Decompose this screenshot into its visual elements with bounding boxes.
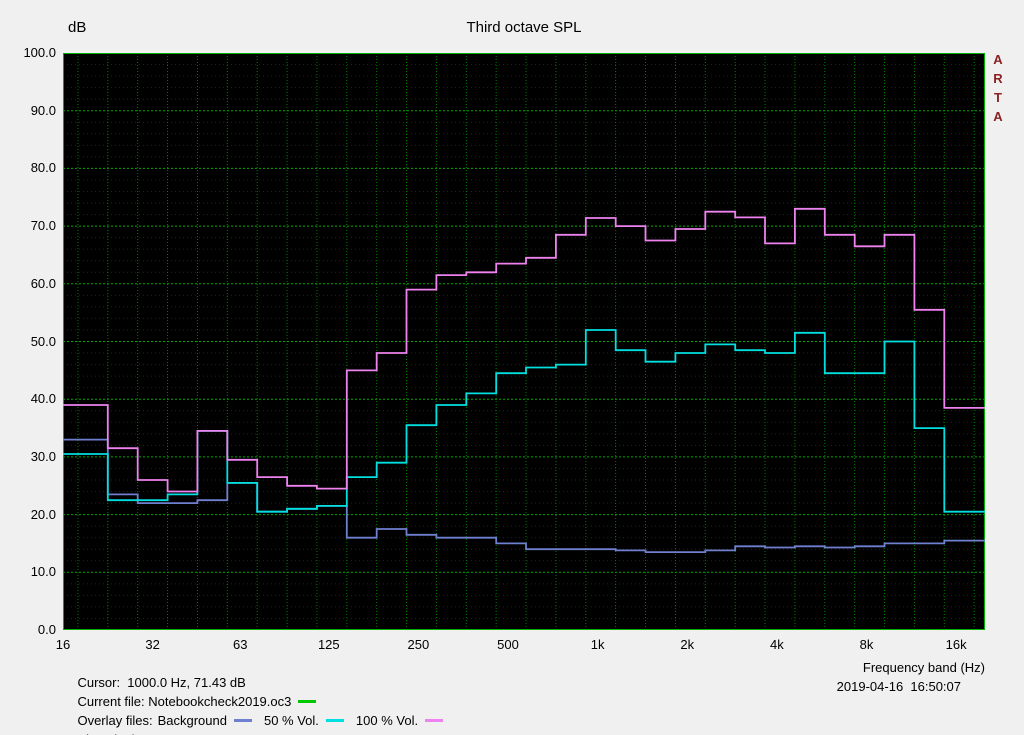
overlay-item-swatch [425,719,444,722]
x-axis-label: 250 [407,637,430,652]
x-axis-label: 4k [770,637,784,652]
device-name-label: Xiaomi Mi 9 SE [77,732,166,735]
y-axis-label: 10.0 [30,564,56,580]
arta-logo-letter: R [993,71,1003,86]
device-name-row: Xiaomi Mi 9 SE [63,717,166,735]
overlay-item-label: 100 % Vol. [355,713,419,728]
chart-title: Third octave SPL [466,19,582,36]
y-axis-label: 40.0 [30,391,56,407]
x-axis-label: 125 [317,637,340,652]
current-file-swatch [298,700,317,703]
overlay-item-label: 50 % Vol. [263,713,319,728]
x-axis-label: 16k [945,637,967,652]
series-path-50-vol- [63,329,985,513]
grid-lines [63,53,985,630]
y-axis-label: 0.0 [37,622,56,637]
spl-plot-area[interactable] [63,53,985,630]
cursor-readout-row: Cursor: 1000.0 Hz, 71.43 dB [63,660,246,705]
overlay-item-swatch [325,719,344,722]
overlay-item-swatch [233,719,252,722]
series-path-100-vol- [63,207,985,493]
x-axis-title: Frequency band (Hz) [862,660,985,675]
datetime-label: 2019-04-16 16:50:07 [836,679,961,694]
overlay-item-label: Background [157,713,227,728]
current-file-label: Current file: Notebookcheck2019.oc3 [77,694,292,709]
x-axis-label: 63 [232,637,248,652]
series-path-background [63,438,985,553]
plot-border [63,53,985,630]
arta-logo-letter: A [993,52,1003,67]
x-axis-label: 16 [55,637,71,652]
y-axis-label: 50.0 [30,333,56,349]
overlay-files-row: Overlay files: Background 50 % Vol. 100 % V… [63,698,444,735]
y-axis-label: 70.0 [30,218,56,234]
cursor-readout: Cursor: 1000.0 Hz, 71.43 dB [77,675,246,690]
x-axis-label: 500 [497,637,519,652]
x-axis-label: 2k [680,637,695,652]
y-axis-label: 100.0 [23,45,56,60]
y-axis-unit-label: dB [68,19,87,36]
y-axis-label: 30.0 [30,448,56,464]
x-axis-label: 8k [859,637,874,652]
plot-canvas[interactable] [63,53,985,630]
y-axis-label: 80.0 [30,160,56,176]
current-file-row: Current file: Notebookcheck2019.oc3 [63,679,317,724]
arta-logo-letter: A [993,109,1003,124]
x-axis-label: 32 [145,637,160,652]
y-axis-label: 20.0 [30,506,56,522]
y-axis-label: 60.0 [30,275,56,291]
y-axis-label: 90.0 [30,102,56,118]
x-axis-label: 1k [590,637,605,652]
overlay-files-label: Overlay files: [77,713,153,728]
arta-logo-letter: T [994,90,1002,105]
